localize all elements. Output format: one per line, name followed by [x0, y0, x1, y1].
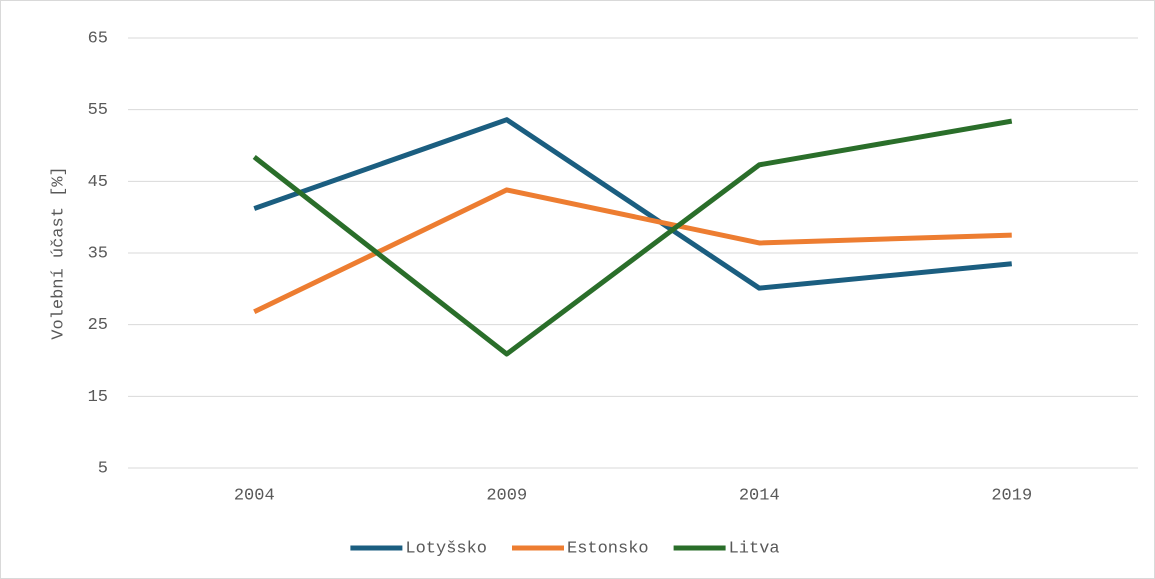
- x-tick-label: 2004: [234, 486, 275, 505]
- y-tick-label: 55: [88, 101, 108, 120]
- x-tick-label: 2019: [991, 486, 1032, 505]
- y-tick-label: 35: [88, 244, 108, 263]
- series-line: [253, 117, 1012, 291]
- legend-label: Estonsko: [567, 539, 649, 558]
- series-line: [253, 187, 1012, 315]
- y-tick-label: 5: [98, 459, 108, 478]
- x-tick-label: 2014: [739, 486, 780, 505]
- series-line: [252, 118, 1013, 357]
- y-tick-label: 25: [88, 316, 108, 335]
- x-tick-label: 2009: [486, 486, 527, 505]
- y-axis-label: Volební účast [%]: [49, 166, 68, 339]
- legend-label: Litva: [729, 539, 780, 558]
- legend-label: Lotyšsko: [405, 539, 487, 558]
- y-tick-label: 45: [88, 173, 108, 192]
- y-tick-label: 65: [88, 29, 108, 48]
- y-tick-label: 15: [88, 388, 108, 407]
